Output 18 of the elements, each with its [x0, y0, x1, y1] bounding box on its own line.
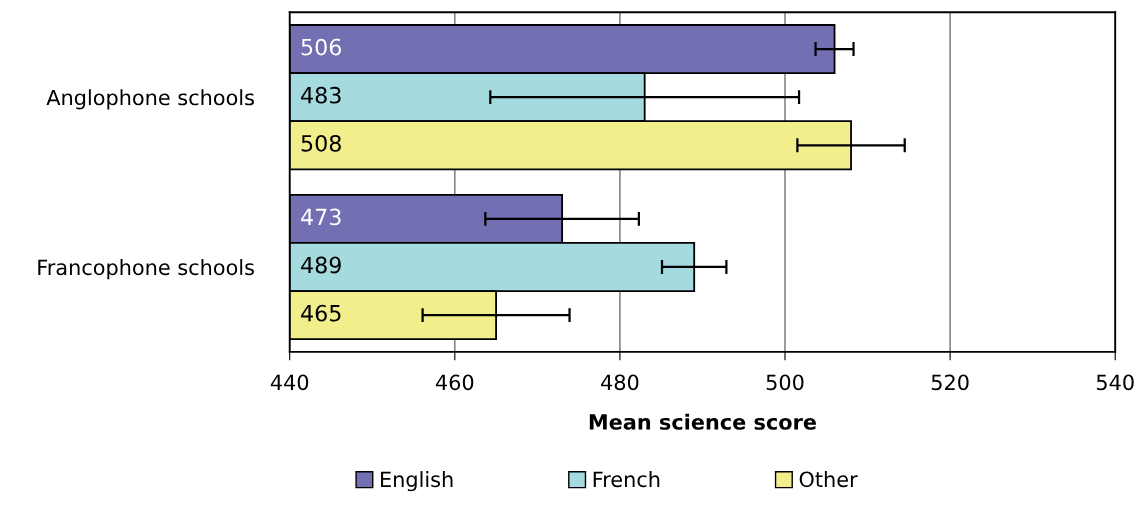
- data-label: 473: [301, 208, 341, 226]
- data-label: 489: [301, 256, 341, 274]
- x-tick-label: 440: [270, 374, 309, 391]
- data-label: 465: [301, 304, 341, 322]
- x-tick-label: 520: [931, 374, 969, 391]
- legend-label: French: [593, 471, 660, 488]
- y-tick-label: Francophone schools: [38, 259, 254, 280]
- data-label: 508: [301, 134, 341, 152]
- data-label: 506: [301, 38, 342, 56]
- x-tick-label: 480: [601, 374, 639, 391]
- y-tick-label: Anglophone schools: [46, 89, 254, 110]
- x-tick-label: 500: [766, 374, 804, 391]
- x-tick-label: 540: [1096, 374, 1134, 391]
- x-axis-title: Mean science score: [589, 413, 816, 430]
- legend-label: English: [381, 471, 453, 492]
- data-label: 483: [301, 86, 341, 104]
- legend-label: Other: [799, 471, 858, 488]
- x-tick-label: 460: [435, 374, 474, 391]
